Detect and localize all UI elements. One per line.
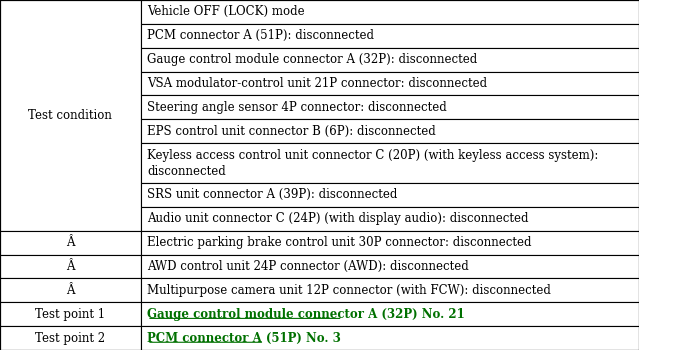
Text: EPS control unit connector B (6P): disconnected: EPS control unit connector B (6P): disco… [147,125,436,138]
Text: PCM connector A (51P) No. 3: PCM connector A (51P) No. 3 [147,331,341,344]
Bar [0,231,141,254]
Text: VSA modulator-control unit 21P connector: disconnected: VSA modulator-control unit 21P connector… [147,77,487,90]
Bar [141,72,639,96]
Bar [141,96,639,119]
Text: Test point 1: Test point 1 [36,308,105,321]
Text: SRS unit connector A (39P): disconnected: SRS unit connector A (39P): disconnected [147,188,398,201]
Text: Â: Â [66,236,74,249]
Bar [141,48,639,72]
Text: Test point 2: Test point 2 [36,331,105,344]
Bar [141,278,639,302]
Bar [141,302,639,326]
Text: AWD control unit 24P connector (AWD): disconnected: AWD control unit 24P connector (AWD): di… [147,260,469,273]
Text: Audio unit connector C (24P) (with display audio): disconnected: Audio unit connector C (24P) (with displ… [147,212,529,225]
Bar [141,24,639,48]
Bar [0,254,141,278]
Bar [141,207,639,231]
Text: Multipurpose camera unit 12P connector (with FCW): disconnected: Multipurpose camera unit 12P connector (… [147,284,551,297]
Bar [141,143,639,183]
Text: disconnected: disconnected [147,165,226,178]
Text: Steering angle sensor 4P connector: disconnected: Steering angle sensor 4P connector: disc… [147,101,447,114]
Bar [0,278,141,302]
Bar [0,0,141,231]
Text: Gauge control module connector A (32P) No. 21: Gauge control module connector A (32P) N… [147,308,464,321]
Bar [141,231,639,254]
Text: Vehicle OFF (LOCK) mode: Vehicle OFF (LOCK) mode [147,6,305,19]
Bar [141,254,639,278]
Bar [141,183,639,207]
Text: Keyless access control unit connector C (20P) (with keyless access system):: Keyless access control unit connector C … [147,149,598,162]
Bar [141,0,639,24]
Bar [141,326,639,350]
Bar [0,326,141,350]
Text: Test condition: Test condition [29,109,112,122]
Text: Gauge control module connector A (32P): disconnected: Gauge control module connector A (32P): … [147,53,477,66]
Text: PCM connector A (51P): disconnected: PCM connector A (51P): disconnected [147,29,374,42]
Text: Â: Â [66,260,74,273]
Text: Â: Â [66,284,74,297]
Bar [141,119,639,143]
Bar [0,302,141,326]
Text: Electric parking brake control unit 30P connector: disconnected: Electric parking brake control unit 30P … [147,236,531,249]
